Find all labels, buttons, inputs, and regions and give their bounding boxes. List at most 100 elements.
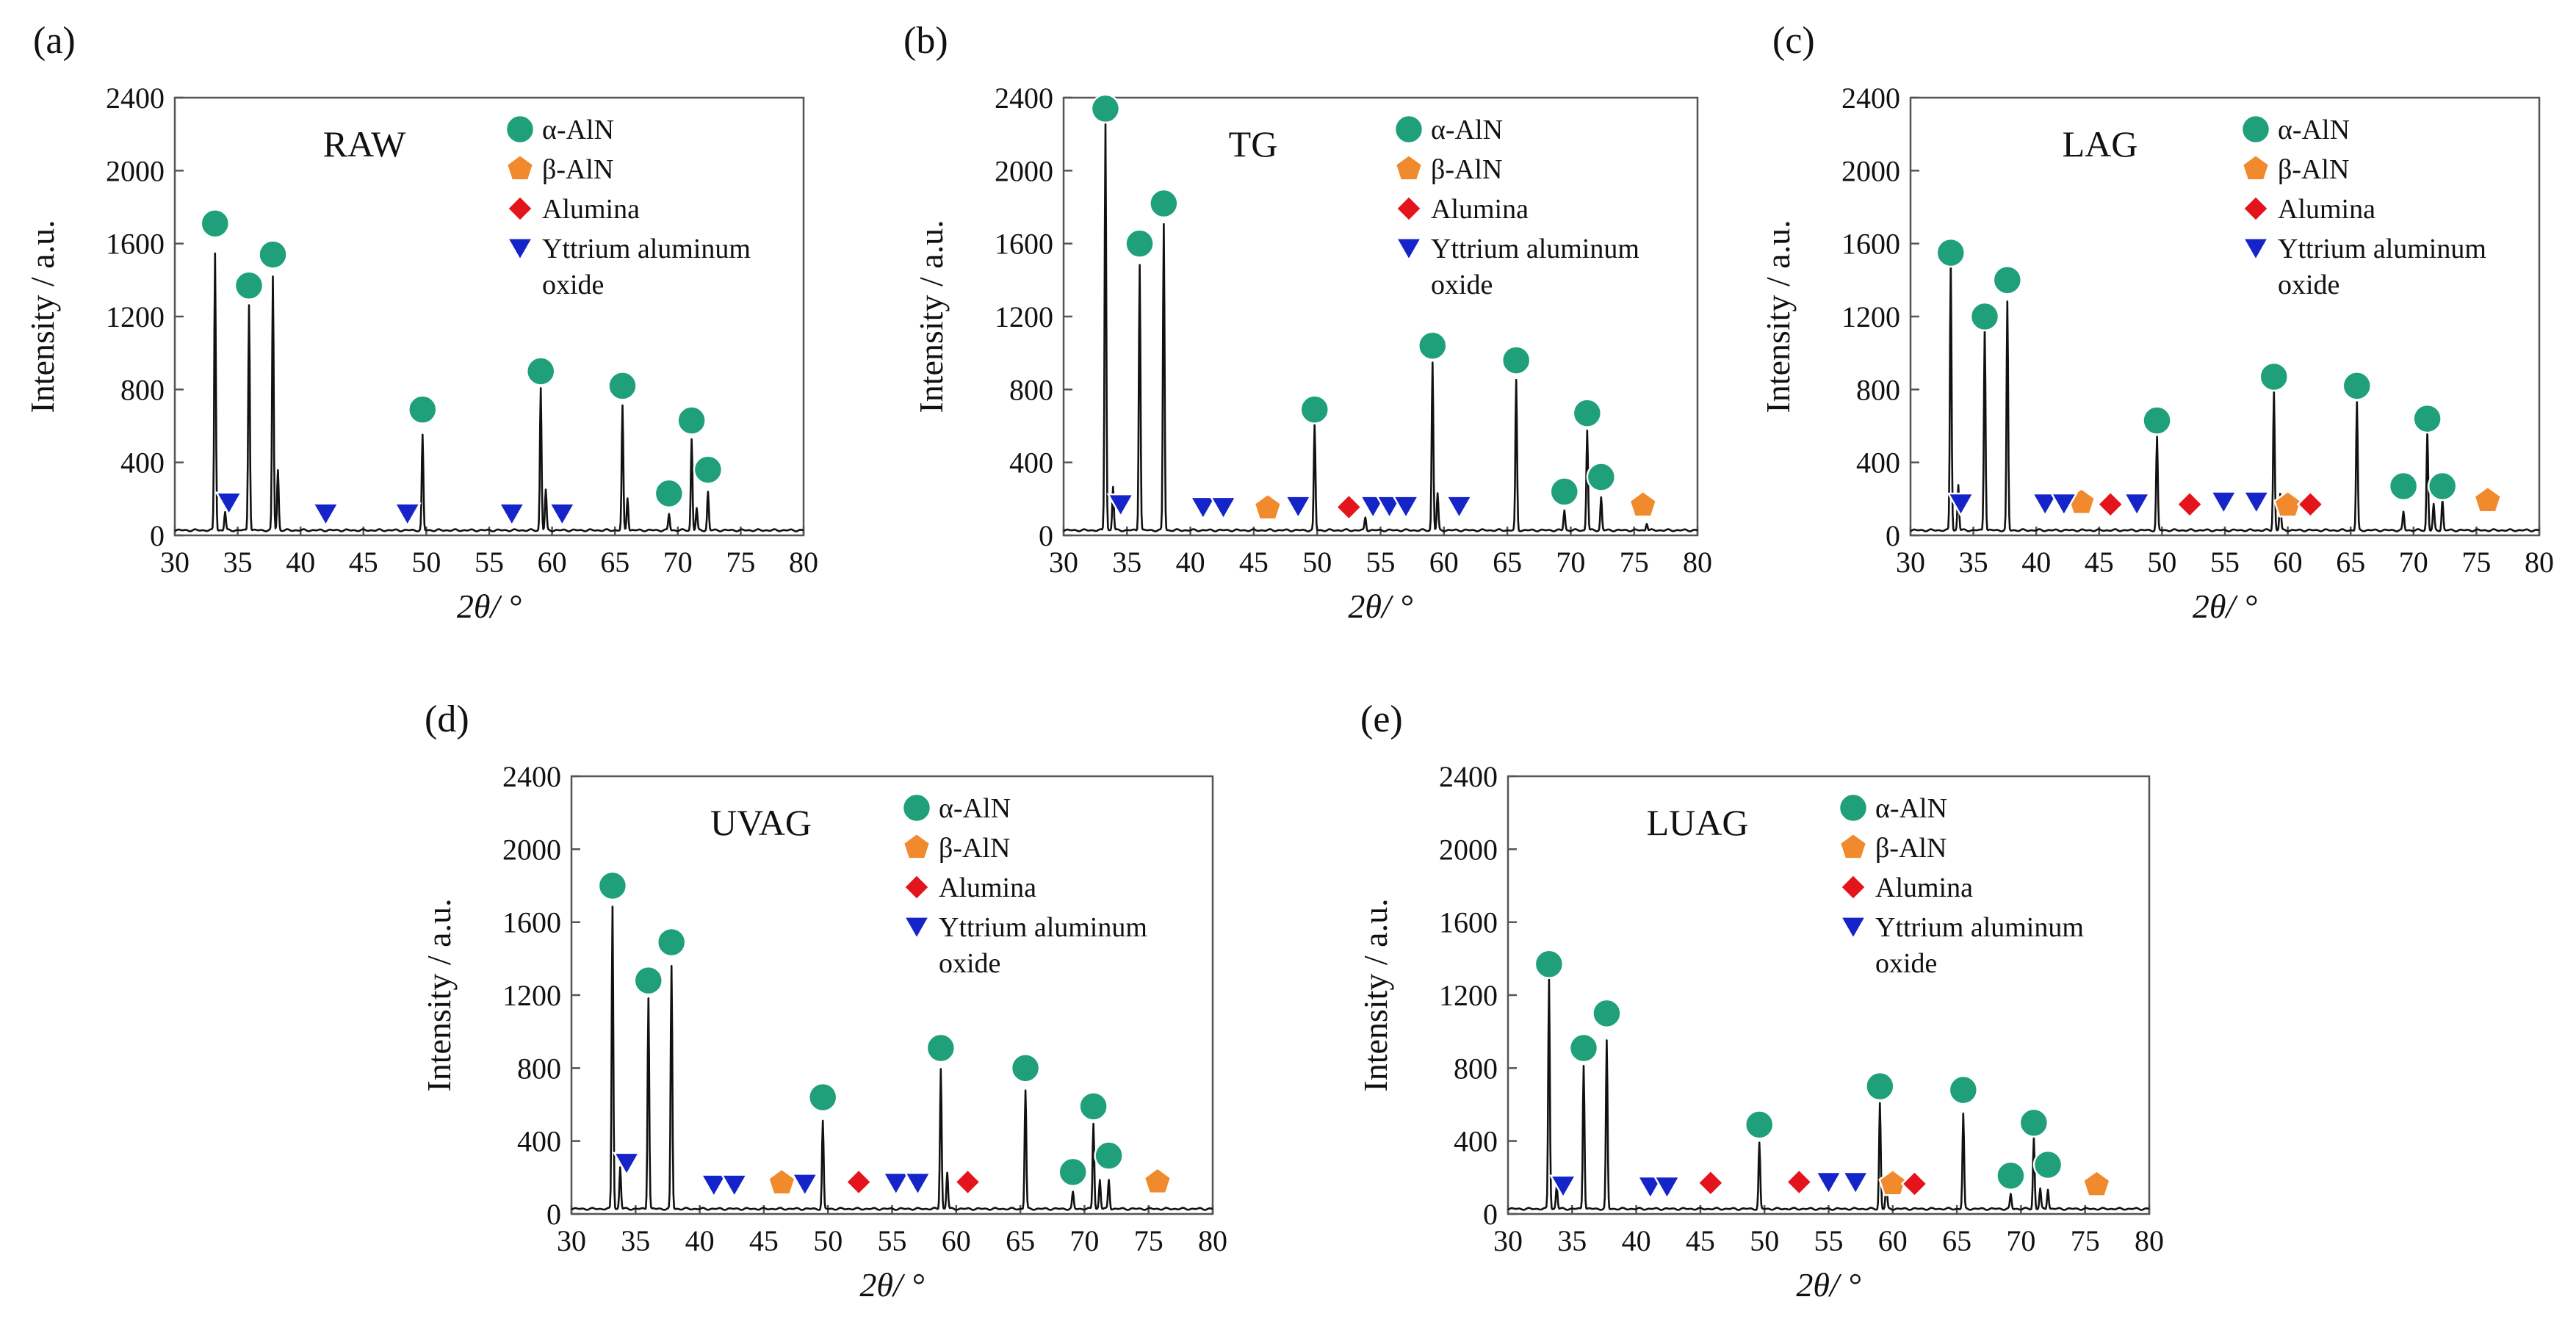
y-tick-label: 1600 bbox=[1841, 228, 1900, 261]
x-tick-label: 75 bbox=[2461, 546, 2491, 579]
y-tick-label: 2400 bbox=[1841, 82, 1900, 115]
y-tick-label: 400 bbox=[1009, 447, 1053, 480]
yao-peak-marker bbox=[311, 502, 340, 527]
x-tick-label: 55 bbox=[878, 1224, 907, 1257]
x-tick-label: 40 bbox=[1622, 1224, 1651, 1257]
x-tick-label: 50 bbox=[2147, 546, 2176, 579]
alumina-legend-symbol bbox=[903, 873, 931, 901]
x-tick-label: 80 bbox=[2525, 546, 2554, 579]
yao-peak-marker bbox=[903, 1171, 932, 1197]
legend: α-AlN β-AlN Alumina Yttrium aluminum oxide bbox=[1838, 792, 2084, 979]
beta-peak-marker bbox=[1878, 1168, 1908, 1196]
y-axis-title: Intensity / a.u. bbox=[1759, 220, 1797, 413]
xrd-trace bbox=[571, 906, 1213, 1211]
alpha-peak-marker bbox=[1948, 1074, 1979, 1105]
alpha-peak-marker bbox=[1299, 394, 1330, 424]
alpha-peak-marker bbox=[1094, 1141, 1124, 1171]
x-tick-label: 50 bbox=[1750, 1224, 1779, 1257]
alpha-peak-marker bbox=[1549, 477, 1580, 507]
x-tick-label: 50 bbox=[411, 546, 441, 579]
legend-label: β-AlN bbox=[939, 833, 1010, 864]
alpha-peak-marker bbox=[1865, 1071, 1895, 1102]
legend-label: α-AlN bbox=[542, 115, 614, 145]
alumina-peak-marker bbox=[2296, 491, 2325, 518]
alpha-peak-marker bbox=[525, 356, 556, 386]
x-tick-label: 55 bbox=[1366, 546, 1396, 579]
x-tick-label: 70 bbox=[2399, 546, 2428, 579]
alpha-peak-marker bbox=[1592, 998, 1622, 1029]
x-tick-label: 40 bbox=[685, 1224, 715, 1257]
x-tick-label: 50 bbox=[1302, 546, 1332, 579]
plot-frame bbox=[1507, 775, 2151, 1215]
x-tick-label: 55 bbox=[1814, 1224, 1844, 1257]
x-tick-label: 60 bbox=[1878, 1224, 1908, 1257]
legend-label: Alumina bbox=[939, 872, 1036, 903]
alpha-peak-marker bbox=[2427, 471, 2458, 502]
legend-label: β-AlN bbox=[2278, 154, 2349, 185]
beta-peak-marker bbox=[1253, 493, 1282, 521]
x-tick-label: 65 bbox=[2336, 546, 2365, 579]
alumina-peak-marker bbox=[2096, 491, 2124, 518]
legend-label: β-AlN bbox=[542, 154, 613, 185]
x-tick-label: 55 bbox=[2210, 546, 2240, 579]
panel-luag: (e) 0 400 800 1200 1600 2000 2400 30 35 40 45 50 55 60… bbox=[1357, 698, 2164, 1304]
x-tick-label: 60 bbox=[538, 546, 567, 579]
x-tick-label: 55 bbox=[475, 546, 504, 579]
alpha-peak-marker bbox=[1078, 1091, 1108, 1121]
alpha-legend-symbol bbox=[1838, 792, 1869, 823]
x-axis-title: 2θ/ ° bbox=[859, 1266, 924, 1304]
x-tick-label: 75 bbox=[1134, 1224, 1163, 1257]
alpha-peak-marker bbox=[1744, 1110, 1775, 1140]
x-tick-label: 45 bbox=[1686, 1224, 1715, 1257]
y-tick-label: 2000 bbox=[1841, 154, 1900, 187]
legend: α-AlN β-AlN Alumina Yttrium aluminum oxide bbox=[505, 114, 751, 300]
y-tick-label: 400 bbox=[1856, 447, 1900, 480]
beta-legend-symbol bbox=[2241, 153, 2270, 181]
y-tick-label: 2000 bbox=[995, 154, 1053, 187]
alpha-peak-marker bbox=[408, 394, 438, 424]
alpha-peak-marker bbox=[1010, 1053, 1041, 1083]
beta-legend-symbol bbox=[1394, 153, 1424, 181]
y-axis-title: Intensity / a.u. bbox=[1357, 898, 1394, 1091]
beta-peak-marker bbox=[2473, 485, 2503, 513]
sample-label: TG bbox=[1229, 123, 1278, 165]
sample-label: LUAG bbox=[1647, 802, 1749, 843]
sample-label: UVAG bbox=[710, 802, 812, 843]
legend: α-AlN β-AlN Alumina Yttrium aluminum oxide bbox=[1393, 114, 1639, 300]
yao-peak-marker bbox=[1445, 495, 1473, 520]
alpha-legend-symbol bbox=[901, 792, 932, 823]
alpha-peak-marker bbox=[677, 405, 707, 435]
x-tick-label: 30 bbox=[1896, 546, 1925, 579]
yao-peak-marker bbox=[2209, 491, 2238, 516]
yao-peak-marker bbox=[699, 1174, 728, 1199]
x-tick-label: 35 bbox=[1557, 1224, 1587, 1257]
y-tick-label: 2400 bbox=[106, 82, 165, 115]
alpha-legend-symbol bbox=[505, 114, 535, 145]
alumina-legend-symbol bbox=[1839, 873, 1867, 901]
yao-peak-marker bbox=[2123, 492, 2151, 518]
legend-label: Alumina bbox=[542, 194, 640, 225]
beta-legend-symbol bbox=[902, 832, 931, 860]
alpha-peak-marker bbox=[1969, 301, 2000, 332]
yao-peak-marker bbox=[1188, 496, 1218, 521]
x-tick-label: 35 bbox=[223, 546, 253, 579]
x-tick-label: 30 bbox=[557, 1224, 586, 1257]
beta-peak-marker bbox=[1628, 490, 1658, 518]
beta-peak-marker bbox=[1143, 1166, 1172, 1195]
yao-peak-marker bbox=[720, 1174, 748, 1199]
panel-uvag: (d) 0 400 800 1200 1600 2000 2400 30 35 40 45 50 55 60… bbox=[420, 698, 1227, 1304]
legend: α-AlN β-AlN Alumina Yttrium aluminum oxide bbox=[2240, 114, 2486, 300]
y-tick-label: 2400 bbox=[1439, 760, 1498, 793]
x-tick-label: 45 bbox=[349, 546, 378, 579]
y-tick-label: 2400 bbox=[995, 82, 1053, 115]
alpha-peak-marker bbox=[2018, 1107, 2049, 1138]
beta-peak-marker bbox=[767, 1168, 796, 1196]
yao-peak-marker bbox=[1284, 495, 1313, 520]
legend-label: α-AlN bbox=[1431, 115, 1503, 145]
x-tick-label: 30 bbox=[1049, 546, 1078, 579]
yao-peak-marker bbox=[612, 1152, 641, 1177]
panel-letter: (c) bbox=[1772, 20, 1815, 62]
alpha-peak-marker bbox=[807, 1082, 838, 1113]
x-tick-label: 30 bbox=[160, 546, 190, 579]
x-axis-title: 2θ/ ° bbox=[1348, 588, 1413, 625]
